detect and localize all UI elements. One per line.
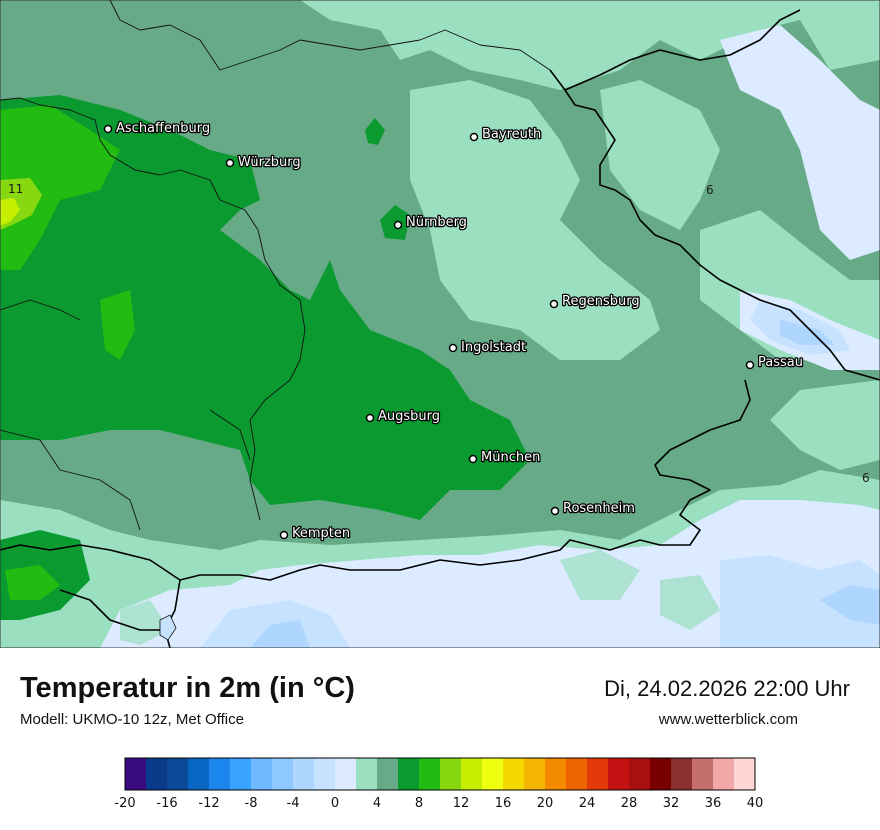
legend-swatch [629,758,651,790]
legend-tick-label: -12 [198,796,219,811]
legend-swatch [482,758,504,790]
legend-tick-label: 0 [331,796,339,811]
map-value-label: 11 [8,182,23,196]
legend-swatch [440,758,462,790]
forecast-datetime: Di, 24.02.2026 22:00 Uhr [604,676,850,701]
legend-swatch [377,758,399,790]
legend-tick-label: 20 [537,796,554,811]
legend-swatch [188,758,210,790]
svg-text:Kempten: Kempten [292,526,350,541]
city-wuerzburg: Würzburg [225,154,302,171]
legend-swatch [356,758,378,790]
legend-swatch [713,758,735,790]
legend-swatch [125,758,147,790]
lime-temperature-zones [0,198,20,226]
legend-swatch [419,758,441,790]
map-value-label: 6 [862,471,870,485]
svg-text:Augsburg: Augsburg [378,409,440,424]
footer: Temperatur in 2m (in °C) Modell: UKMO-10… [0,648,880,830]
svg-text:Würzburg: Würzburg [238,155,301,170]
map-value-label: 6 [706,183,714,197]
legend-swatch [230,758,252,790]
legend-swatch [524,758,546,790]
legend-tick-label: 4 [373,796,381,811]
legend-swatch [146,758,168,790]
state-borders [0,0,551,531]
svg-text:Nürnberg: Nürnberg [406,215,467,230]
legend-swatch [209,758,231,790]
legend-tick-label: -16 [156,796,177,811]
city-bayreuth: Bayreuth [469,126,543,143]
legend-swatch [587,758,609,790]
legend-tick-label: 24 [579,796,596,811]
legend-swatch [503,758,525,790]
legend-swatch [272,758,294,790]
lakes [159,614,177,641]
city-nuernberg: Nürnberg [393,214,468,231]
city-rosenheim: Rosenheim [550,500,636,517]
legend-tick-label: -8 [245,796,258,811]
svg-text:Regensburg: Regensburg [562,294,640,309]
city-augsburg: Augsburg [365,408,441,425]
city-markers: Aschaffenburg Würzburg Bayreuth Nürnberg… [103,120,804,542]
legend-tick-label: 40 [747,796,764,811]
legend-swatch [545,758,567,790]
legend-swatch [608,758,630,790]
legend-tick-label: -20 [114,796,135,811]
svg-text:Ingolstadt: Ingolstadt [461,340,526,355]
legend-swatch [734,758,756,790]
alpine-texture [120,550,720,645]
city-aschaffenburg: Aschaffenburg [103,120,211,137]
legend-swatch [167,758,189,790]
svg-text:München: München [481,450,540,465]
city-passau: Passau [745,354,804,371]
svg-text:Passau: Passau [758,355,803,370]
temperature-map: 11 6 6 Aschaffenburg Würzburg Bayreuth N… [0,0,880,649]
legend-tick-label: 36 [705,796,722,811]
legend-tick-label: -4 [287,796,300,811]
svg-text:Aschaffenburg: Aschaffenburg [116,121,210,136]
legend-swatch [335,758,357,790]
svg-text:Rosenheim: Rosenheim [563,501,635,516]
map-title: Temperatur in 2m (in °C) [20,672,355,704]
legend-swatch [671,758,693,790]
website-link[interactable]: www.wetterblick.com [658,711,798,728]
legend-swatch [398,758,420,790]
legend-tick-label: 8 [415,796,423,811]
legend-swatch [650,758,672,790]
model-info: Modell: UKMO-10 12z, Met Office [20,711,244,728]
svg-text:Bayreuth: Bayreuth [482,127,541,142]
legend-swatch [566,758,588,790]
city-regensburg: Regensburg [549,293,641,310]
bright-green-temperature-zones [0,105,135,600]
legend-tick-label: 16 [495,796,512,811]
city-kempten: Kempten [279,525,351,542]
blue-temperature-zones [250,320,880,648]
legend-tick-label: 32 [663,796,680,811]
legend-frame [124,757,756,791]
legend-swatch [461,758,483,790]
color-legend: -20 -16 -12 -8 -4 0 4 8 12 16 20 24 28 32 36 40 [114,757,764,811]
legend-swatch [314,758,336,790]
legend-tick-label: 28 [621,796,638,811]
legend-tick-label: 12 [453,796,470,811]
city-muenchen: München [468,449,542,466]
legend-swatch [293,758,315,790]
city-ingolstadt: Ingolstadt [448,339,527,356]
legend-swatch [251,758,273,790]
legend-swatch [692,758,714,790]
